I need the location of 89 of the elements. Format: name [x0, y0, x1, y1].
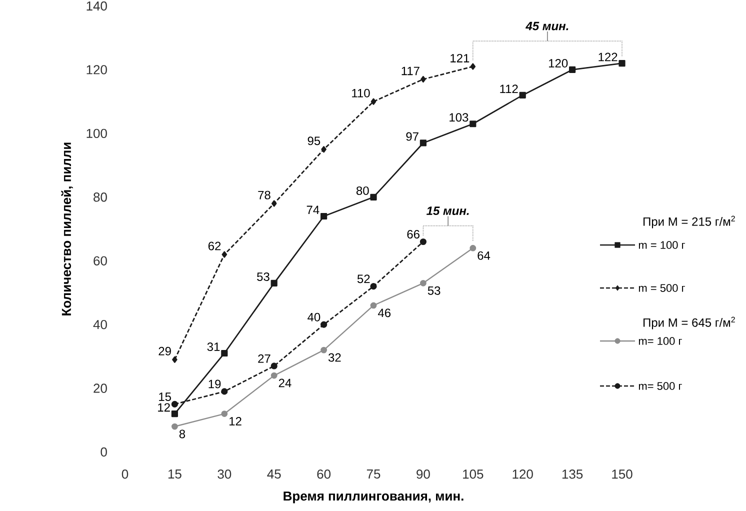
data-label: 74 [306, 206, 320, 214]
data-label: 78 [258, 190, 270, 200]
data-label: 19 [208, 380, 221, 388]
text: При M = 215 г/м$^{2}$ [644, 216, 735, 228]
data-label: 120 [548, 59, 568, 68]
data-label: 40 [308, 312, 320, 322]
data-label: 29 [158, 346, 171, 356]
point [420, 140, 427, 146]
point [370, 283, 377, 290]
data-label: 112 [500, 84, 518, 93]
data-label: 117 [402, 66, 420, 76]
data-label: 31 [207, 342, 220, 352]
point [370, 302, 377, 309]
point [270, 372, 278, 379]
data-label: 121 [450, 54, 470, 62]
data-label: 12 [158, 403, 170, 412]
data-label: 53 [428, 286, 440, 295]
point [221, 388, 228, 395]
text: При M = 645 г/м$^{2}$ [644, 316, 735, 330]
point [222, 251, 228, 258]
y-tick-label: 80 [94, 192, 107, 202]
x-tick-label: 45 [267, 470, 281, 479]
point [172, 423, 178, 430]
y-tick-label: 60 [94, 256, 107, 266]
legend-label: m= 100 г [638, 337, 682, 345]
point [370, 98, 376, 105]
point [320, 212, 328, 220]
x-tick-label: 135 [562, 470, 583, 479]
legend-label: m= 500 г [638, 382, 682, 390]
data-label: 62 [208, 242, 221, 250]
data-label: 66 [407, 230, 420, 239]
x-tick-label: 105 [463, 470, 484, 479]
annotation: 45 мин. [526, 22, 568, 30]
point [470, 120, 476, 128]
legend-label: m = 100 г [638, 241, 685, 249]
point [171, 410, 178, 418]
data-label: 97 [406, 132, 418, 141]
data-label: 52 [357, 274, 370, 284]
data-label: 32 [328, 353, 341, 362]
point [172, 356, 178, 363]
point [519, 92, 526, 98]
data-label: 53 [257, 272, 270, 281]
y-tick-label: 20 [94, 384, 107, 393]
data-label: 27 [258, 354, 270, 363]
point [370, 194, 377, 200]
data-label: 64 [478, 251, 490, 260]
x-tick-label: 75 [366, 470, 380, 479]
y-tick-label: 100 [86, 128, 107, 138]
point [270, 280, 278, 286]
data-label: 8 [179, 430, 186, 438]
point [221, 350, 228, 357]
y-tick-label: 120 [86, 65, 107, 74]
x-tick-label: 0 [122, 470, 128, 479]
x-tick-label: 15 [168, 470, 182, 479]
y-tick-label: 0 [100, 447, 107, 457]
x-tick-label: 90 [416, 470, 430, 479]
point [171, 400, 178, 408]
y-tick-label: 40 [93, 320, 107, 330]
data-label: 15 [159, 392, 171, 402]
x-tick-label: 120 [512, 470, 533, 479]
point [321, 146, 326, 153]
x-tick-label: 150 [612, 470, 632, 479]
point [618, 60, 626, 67]
point [420, 238, 427, 246]
point [221, 410, 228, 417]
point [320, 321, 328, 328]
x-tick-label: 60 [317, 470, 331, 479]
data-label: 12 [230, 416, 242, 426]
y-tick-label: 140 [86, 1, 107, 11]
point [569, 66, 576, 74]
y-axis-title: Количество пиллей, пилли [61, 142, 73, 316]
data-label: 80 [356, 186, 369, 195]
data-label: 95 [308, 136, 320, 146]
point [470, 63, 476, 70]
data-label: 122 [598, 52, 618, 62]
point [420, 76, 426, 83]
legend-label: m = 500 г [638, 284, 685, 292]
annotation: 15 мин. [426, 206, 469, 216]
x-tick-label: 30 [218, 470, 232, 479]
point [271, 200, 277, 207]
point [420, 280, 426, 286]
point [470, 244, 476, 252]
point [270, 362, 278, 370]
data-label: 110 [352, 88, 370, 98]
data-label: 24 [278, 378, 292, 388]
data-label: 103 [450, 113, 468, 122]
x-axis-title: Время пиллингования, мин. [284, 492, 464, 504]
data-label: 46 [378, 308, 391, 318]
point [320, 346, 328, 354]
